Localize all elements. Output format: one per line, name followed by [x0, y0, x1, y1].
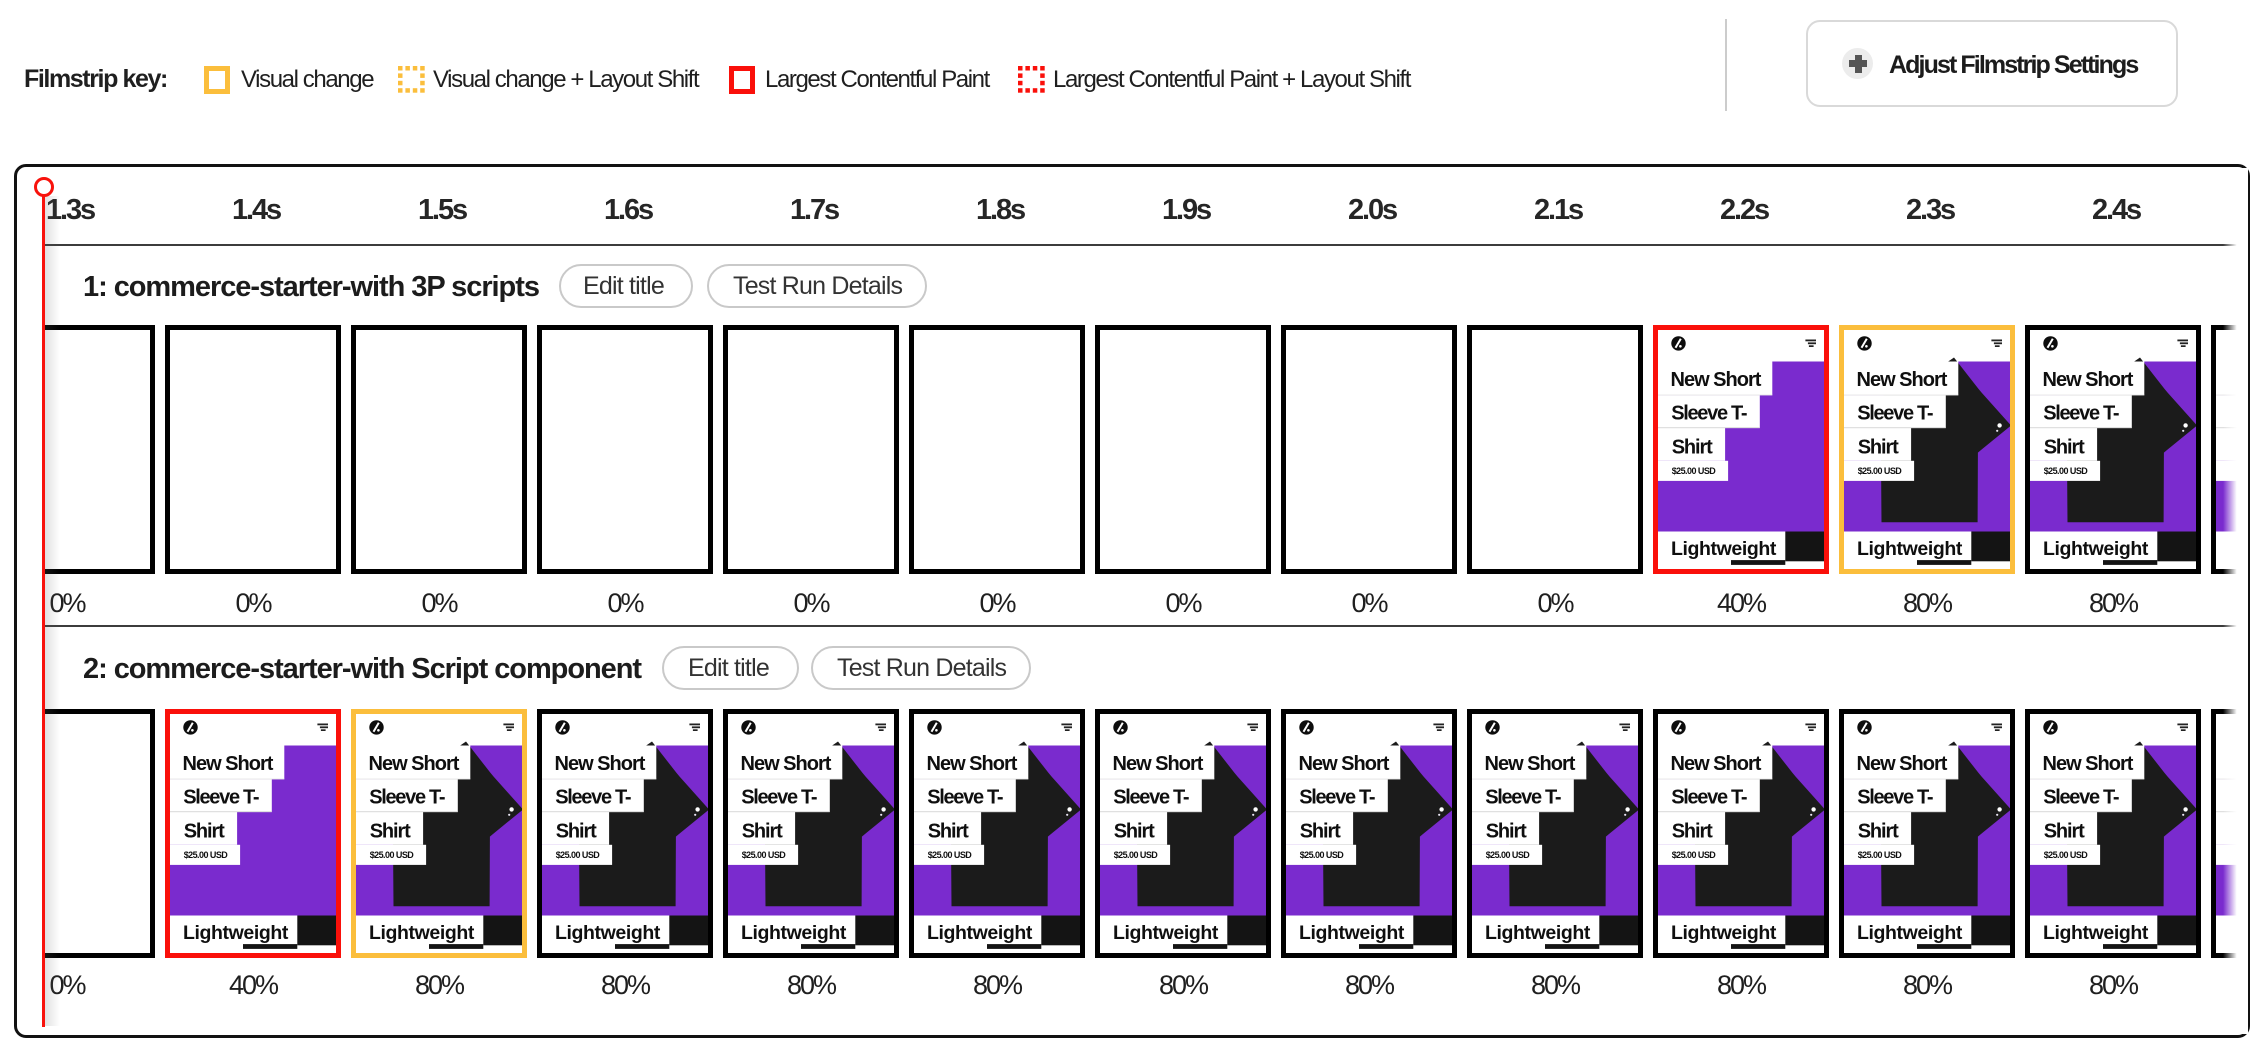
- svg-text:$25.00 USD: $25.00 USD: [1672, 466, 1717, 476]
- svg-text:Lightweight: Lightweight: [183, 922, 289, 944]
- svg-text:Shirt: Shirt: [1672, 821, 1713, 843]
- svg-text:Shirt: Shirt: [1672, 437, 1713, 459]
- svg-text:Sleeve T-: Sleeve T-: [183, 786, 259, 808]
- svg-text:New Short: New Short: [1857, 369, 1948, 391]
- svg-text:Lightweight: Lightweight: [369, 922, 475, 944]
- svg-text:Shirt: Shirt: [370, 821, 411, 843]
- svg-text:New Short: New Short: [555, 753, 646, 775]
- svg-text:New Short: New Short: [927, 753, 1018, 775]
- svg-text:$25.00 USD: $25.00 USD: [370, 850, 415, 860]
- svg-text:New Short: New Short: [369, 753, 460, 775]
- svg-text:Shirt: Shirt: [742, 821, 783, 843]
- svg-text:$25.00 USD: $25.00 USD: [2044, 466, 2089, 476]
- svg-text:Shirt: Shirt: [1858, 437, 1899, 459]
- svg-text:Sleeve T-: Sleeve T-: [1857, 786, 1933, 808]
- svg-text:Sleeve T-: Sleeve T-: [1113, 786, 1189, 808]
- svg-text:Sleeve T-: Sleeve T-: [1671, 786, 1747, 808]
- svg-text:Lightweight: Lightweight: [1671, 538, 1777, 560]
- svg-text:Sleeve T-: Sleeve T-: [741, 786, 817, 808]
- svg-text:Sleeve T-: Sleeve T-: [2043, 402, 2119, 424]
- svg-text:$25.00 USD: $25.00 USD: [1300, 850, 1345, 860]
- svg-text:Sleeve T-: Sleeve T-: [927, 786, 1003, 808]
- svg-text:$25.00 USD: $25.00 USD: [742, 850, 787, 860]
- svg-text:Lightweight: Lightweight: [741, 922, 847, 944]
- svg-text:Shirt: Shirt: [1114, 821, 1155, 843]
- svg-text:Sleeve T-: Sleeve T-: [1671, 402, 1747, 424]
- svg-text:Shirt: Shirt: [2044, 821, 2085, 843]
- svg-text:$25.00 USD: $25.00 USD: [556, 850, 601, 860]
- svg-text:New Short: New Short: [2043, 753, 2134, 775]
- svg-text:New Short: New Short: [183, 753, 274, 775]
- svg-text:$25.00 USD: $25.00 USD: [184, 850, 229, 860]
- svg-text:$25.00 USD: $25.00 USD: [928, 850, 973, 860]
- svg-text:Lightweight: Lightweight: [1485, 922, 1591, 944]
- svg-text:$25.00 USD: $25.00 USD: [2044, 850, 2089, 860]
- svg-text:Shirt: Shirt: [928, 821, 969, 843]
- svg-text:New Short: New Short: [1671, 753, 1762, 775]
- svg-text:Lightweight: Lightweight: [1113, 922, 1219, 944]
- svg-text:Lightweight: Lightweight: [1671, 922, 1777, 944]
- svg-text:Sleeve T-: Sleeve T-: [1299, 786, 1375, 808]
- svg-text:New Short: New Short: [1113, 753, 1204, 775]
- svg-text:Lightweight: Lightweight: [1857, 538, 1963, 560]
- svg-text:Sleeve T-: Sleeve T-: [369, 786, 445, 808]
- svg-text:Sleeve T-: Sleeve T-: [1857, 402, 1933, 424]
- svg-text:New Short: New Short: [1671, 369, 1762, 391]
- svg-text:Lightweight: Lightweight: [1857, 922, 1963, 944]
- svg-text:Lightweight: Lightweight: [2043, 538, 2149, 560]
- svg-text:Lightweight: Lightweight: [2043, 922, 2149, 944]
- svg-text:New Short: New Short: [741, 753, 832, 775]
- svg-text:New Short: New Short: [1485, 753, 1576, 775]
- svg-text:Lightweight: Lightweight: [555, 922, 661, 944]
- svg-text:Sleeve T-: Sleeve T-: [2043, 786, 2119, 808]
- svg-text:Lightweight: Lightweight: [927, 922, 1033, 944]
- svg-text:New Short: New Short: [2043, 369, 2134, 391]
- svg-text:New Short: New Short: [1299, 753, 1390, 775]
- svg-text:Sleeve T-: Sleeve T-: [555, 786, 631, 808]
- svg-text:$25.00 USD: $25.00 USD: [1486, 850, 1531, 860]
- svg-text:$25.00 USD: $25.00 USD: [1114, 850, 1159, 860]
- svg-text:New Short: New Short: [1857, 753, 1948, 775]
- svg-text:$25.00 USD: $25.00 USD: [1858, 466, 1903, 476]
- svg-text:Shirt: Shirt: [1858, 821, 1899, 843]
- svg-text:Lightweight: Lightweight: [1299, 922, 1405, 944]
- svg-text:Sleeve T-: Sleeve T-: [1485, 786, 1561, 808]
- svg-text:Shirt: Shirt: [556, 821, 597, 843]
- svg-text:Shirt: Shirt: [2044, 437, 2085, 459]
- svg-text:$25.00 USD: $25.00 USD: [1858, 850, 1903, 860]
- svg-text:Shirt: Shirt: [1300, 821, 1341, 843]
- svg-text:Shirt: Shirt: [184, 821, 225, 843]
- svg-text:Shirt: Shirt: [1486, 821, 1527, 843]
- svg-text:$25.00 USD: $25.00 USD: [1672, 850, 1717, 860]
